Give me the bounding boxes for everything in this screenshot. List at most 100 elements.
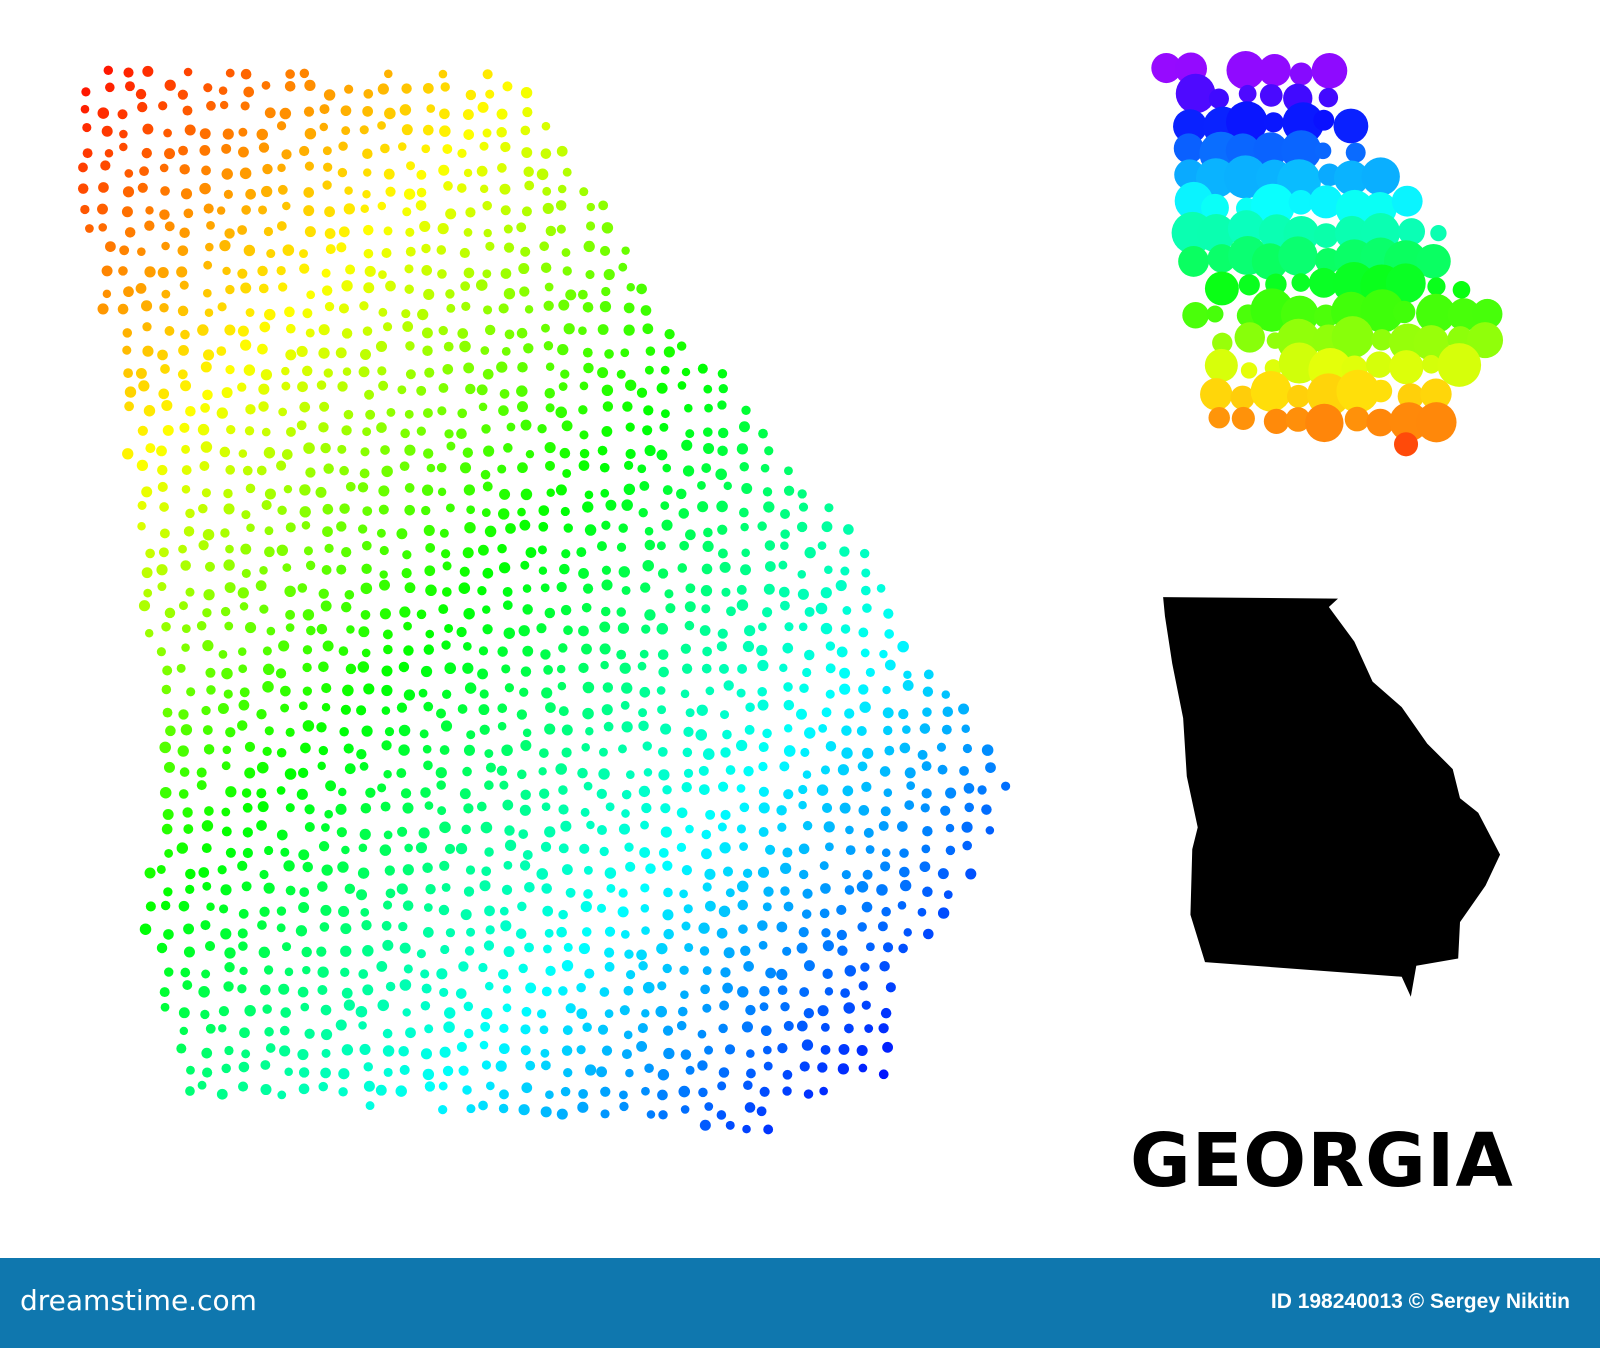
map-dot xyxy=(358,366,370,378)
map-dot xyxy=(784,466,793,476)
map-dot xyxy=(642,741,652,751)
map-dot xyxy=(705,809,716,820)
map-dot xyxy=(262,163,273,175)
map-dot xyxy=(244,426,255,436)
map-dot xyxy=(263,447,276,459)
map-dot xyxy=(298,849,310,861)
map-dot xyxy=(821,802,833,814)
map-dot xyxy=(218,1024,227,1033)
map-dot xyxy=(723,947,735,959)
map-dot xyxy=(202,389,213,401)
map-dot xyxy=(264,308,276,321)
map-bubble xyxy=(1315,247,1341,274)
map-dot xyxy=(623,985,634,996)
map-dot xyxy=(497,543,507,554)
map-dot xyxy=(725,888,735,898)
map-dot xyxy=(702,748,715,760)
map-dot xyxy=(783,901,794,912)
map-dot xyxy=(601,384,614,397)
map-dot xyxy=(157,481,168,492)
map-dot xyxy=(741,548,750,558)
map-dot xyxy=(740,945,751,956)
map-dot xyxy=(439,987,449,998)
map-dot xyxy=(776,805,787,816)
map-dot xyxy=(920,803,930,813)
map-dot xyxy=(379,844,392,856)
map-dot xyxy=(400,788,412,799)
map-dot xyxy=(717,548,728,559)
map-dot xyxy=(522,645,534,657)
map-dot xyxy=(499,388,510,399)
map-dot xyxy=(365,1101,375,1111)
map-dot xyxy=(757,659,769,672)
map-dot xyxy=(701,829,712,840)
map-dot xyxy=(482,200,492,211)
map-dot xyxy=(540,1048,550,1058)
map-dot xyxy=(478,402,488,412)
map-dot xyxy=(177,305,189,317)
map-dot xyxy=(357,867,370,879)
map-dot xyxy=(484,905,495,917)
map-dot xyxy=(601,222,614,234)
map-dot xyxy=(640,820,649,830)
map-dot xyxy=(638,507,648,518)
map-dot xyxy=(902,680,914,691)
map-dot xyxy=(601,1045,613,1056)
map-dot xyxy=(378,307,388,317)
map-dot xyxy=(385,888,396,899)
map-dot xyxy=(726,606,736,617)
map-dot xyxy=(605,802,615,812)
map-dot xyxy=(362,148,373,159)
map-dot xyxy=(305,467,316,478)
map-dot xyxy=(718,383,728,394)
map-dot xyxy=(423,448,434,459)
map-dot xyxy=(716,1110,727,1120)
map-dot xyxy=(485,89,495,99)
map-dot xyxy=(337,381,348,392)
map-dot xyxy=(678,508,690,519)
map-dot xyxy=(599,300,612,313)
map-dot xyxy=(437,269,447,279)
map-dot xyxy=(183,208,194,219)
map-dot xyxy=(899,742,911,754)
map-dot xyxy=(676,488,687,500)
map-dot xyxy=(825,641,836,651)
map-dot xyxy=(937,764,948,775)
map-dot xyxy=(478,962,488,973)
map-dot xyxy=(544,723,556,735)
map-dot xyxy=(439,1046,451,1058)
map-dot xyxy=(160,900,171,911)
map-dot xyxy=(797,570,807,579)
map-dot xyxy=(101,265,113,277)
map-dot xyxy=(517,901,527,912)
map-dot xyxy=(356,889,368,901)
map-dot xyxy=(163,887,173,897)
map-dot xyxy=(225,786,237,798)
dreamstime-logo[interactable]: dreamstime.com xyxy=(20,1284,257,1317)
map-dot xyxy=(884,659,896,671)
map-dot xyxy=(142,345,154,357)
map-dot xyxy=(858,805,870,816)
map-dot xyxy=(717,400,727,410)
map-dot xyxy=(582,583,594,594)
map-bubble xyxy=(1200,378,1233,411)
map-bubble xyxy=(1204,348,1238,382)
map-dot xyxy=(962,743,973,754)
map-dot xyxy=(597,1024,609,1035)
map-dot xyxy=(242,827,253,838)
map-dot xyxy=(798,869,809,880)
map-dot xyxy=(616,542,627,552)
map-dot xyxy=(485,762,496,773)
map-dot xyxy=(437,487,447,497)
map-dot xyxy=(503,224,513,234)
map-dot xyxy=(685,429,695,439)
map-dot xyxy=(720,809,731,821)
map-dot xyxy=(859,548,870,559)
map-dot xyxy=(722,982,733,994)
map-dot xyxy=(545,362,555,371)
map-dot xyxy=(375,340,388,352)
map-dot xyxy=(459,788,471,800)
map-bubble xyxy=(1345,142,1366,163)
map-bubble xyxy=(1238,84,1257,103)
map-dot xyxy=(199,144,211,156)
